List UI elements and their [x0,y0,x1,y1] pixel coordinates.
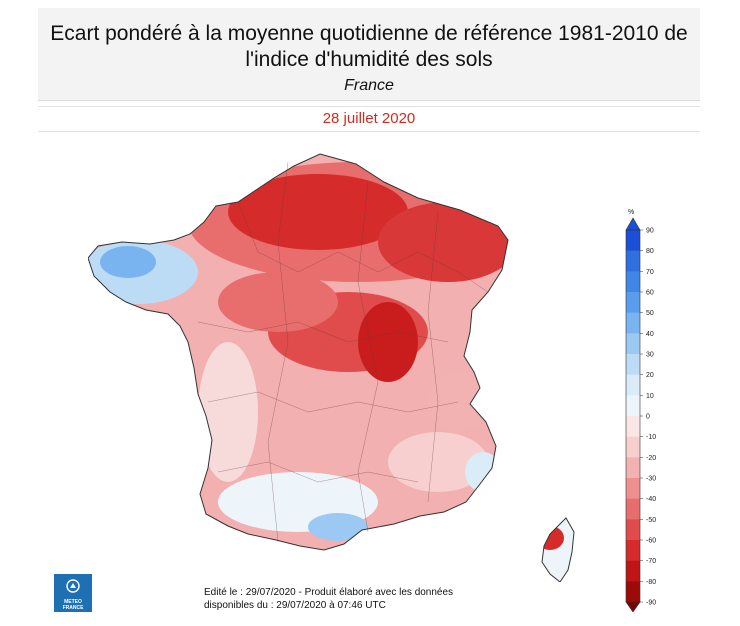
legend-tick-label: 50 [646,310,654,317]
legend-tick-label: 30 [646,352,654,359]
legend-swatch [626,230,640,251]
meteo-france-logo: METEO FRANCE [54,574,92,612]
legend-swatch [626,416,640,437]
legend-min-arrow [625,601,641,612]
map-title: Ecart pondéré à la moyenne quotidienne d… [50,22,688,71]
legend-tick-label: 70 [646,269,654,276]
legend-swatch [626,354,640,375]
legend-swatch [626,436,640,458]
legend-swatch [626,374,640,396]
region-subtitle: France [344,77,394,94]
legend-max-arrow [625,217,641,231]
meteo-france-emblem-icon [66,579,80,593]
legend-tick-label: -30 [646,476,656,483]
legend-tick-label: -80 [646,579,656,586]
legend-swatch [626,457,640,479]
mainland-border [88,153,509,551]
legend-tick-label: 20 [646,372,654,379]
title-panel: Ecart pondéré à la moyenne quotidienne d… [38,8,700,101]
footer-edit-date: Edité le : 29/07/2020 - Produit élaboré … [204,587,454,598]
legend-tick-label: -50 [646,517,656,524]
legend-swatch [626,333,640,355]
legend-swatch [626,271,640,293]
logo-line2: FRANCE [62,605,84,611]
legend-swatch [626,478,640,499]
mainland-fill [88,154,508,550]
legend-tick-label: 80 [646,248,654,255]
legend-tick-label: 60 [646,290,654,297]
footer-notes: Edité le : 29/07/2020 - Produit élaboré … [204,586,453,612]
legend-swatch [626,581,640,603]
legend-unit: % [628,209,635,216]
legend-swatch [626,519,640,541]
legend-swatch [626,312,640,334]
legend-swatch [626,250,640,272]
legend-tick-label: -60 [646,538,656,545]
map-date: 28 juillet 2020 [38,106,700,132]
logo-line1: METEO [64,599,82,605]
department-borders [197,161,489,543]
corsica-fill [542,518,574,582]
legend-tick-label: -10 [646,434,656,441]
france-soil-moisture-map [88,153,575,582]
legend-tick-label: -40 [646,496,656,503]
legend-tick-label: 40 [646,331,654,338]
legend-swatch [626,498,640,520]
color-scale-legend: 90 80 70 60 50 40 30 20 10 0 -10 -20 -30 -40 -50 -60 -70… [625,217,656,612]
footer-data-date: disponibles du : 29/07/2020 à 07:46 UTC [204,600,386,611]
legend-tick-label: -20 [646,455,656,462]
legend-tick-label: -70 [646,558,656,565]
legend-tick-label: 10 [646,393,654,400]
legend-swatch [626,395,640,417]
legend-swatch [626,540,640,561]
corsica-border [541,517,575,582]
legend-tick-label: 90 [646,228,654,235]
legend-swatch [626,292,640,313]
legend-tick-label: -90 [646,600,656,607]
legend-swatch [626,560,640,582]
legend-tick-label: 0 [646,414,650,421]
